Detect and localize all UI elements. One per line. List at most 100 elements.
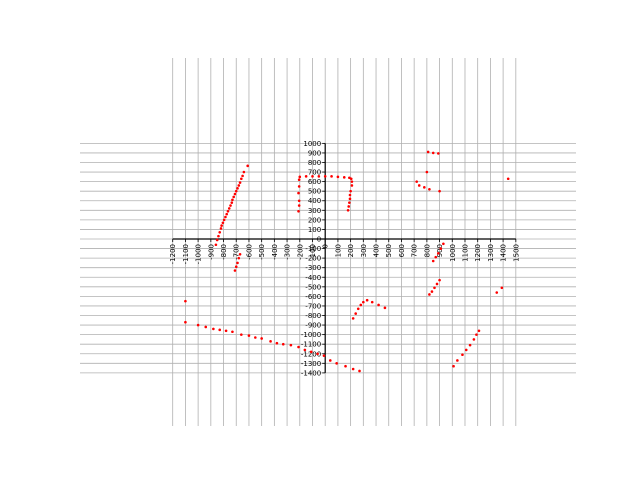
x-tick-label: 100 <box>334 244 342 257</box>
x-tick-label: -900 <box>207 244 215 260</box>
data-point <box>430 290 434 293</box>
data-point <box>303 348 307 352</box>
data-point <box>335 362 338 365</box>
data-point <box>464 348 468 352</box>
data-point <box>438 189 441 193</box>
data-point <box>218 231 222 234</box>
y-tick-label: -800 <box>305 312 321 320</box>
data-point <box>433 286 436 290</box>
data-point <box>240 333 243 336</box>
data-point <box>351 367 355 371</box>
y-tick-label: -1200 <box>301 350 321 358</box>
x-tick-label: 1500 <box>512 244 520 262</box>
x-tick-label: 1000 <box>449 244 457 262</box>
data-point <box>236 187 239 190</box>
data-point <box>442 242 445 246</box>
data-point <box>344 364 347 368</box>
data-point <box>297 204 301 207</box>
data-point <box>425 170 429 174</box>
tick-labels: -1200 -1100 -1000 -900 -800 -700 -600 -500 -400-… <box>169 140 520 378</box>
x-tick-label: -700 <box>233 244 241 260</box>
data-point <box>435 282 439 286</box>
data-point <box>323 175 327 178</box>
y-tick-label: -100 <box>305 245 321 253</box>
y-tick-label: -1100 <box>301 341 321 349</box>
x-tick-label: 1400 <box>500 244 508 262</box>
data-point <box>184 320 187 324</box>
data-point <box>184 299 187 303</box>
data-point <box>234 265 238 269</box>
x-tick-label: -200 <box>296 244 304 260</box>
data-point <box>348 197 352 201</box>
data-point <box>238 181 242 184</box>
data-point <box>237 184 241 187</box>
data-point <box>247 334 251 337</box>
data-point <box>260 337 263 340</box>
data-point <box>423 186 426 189</box>
y-tick-label: -200 <box>305 255 321 263</box>
data-point <box>231 198 234 202</box>
data-point <box>309 350 313 354</box>
data-point <box>328 359 332 362</box>
data-point <box>417 184 421 187</box>
data-point <box>254 336 257 339</box>
data-point <box>212 327 215 331</box>
x-tick-label: 800 <box>423 244 431 257</box>
data-point <box>348 201 351 204</box>
data-point <box>232 195 236 199</box>
data-point <box>330 175 333 178</box>
data-point <box>437 152 440 155</box>
y-tick-label: 700 <box>308 169 321 177</box>
data-point <box>246 164 249 168</box>
data-point <box>215 238 219 242</box>
data-point <box>342 176 346 179</box>
data-point <box>220 224 223 227</box>
data-point <box>233 192 237 196</box>
data-point <box>472 338 476 341</box>
data-point <box>297 178 301 182</box>
y-tick-label: 200 <box>308 216 321 224</box>
x-tick-label: 1300 <box>487 244 495 262</box>
data-point <box>238 253 242 256</box>
data-point <box>348 193 352 197</box>
data-point <box>439 247 443 250</box>
data-point <box>506 177 510 181</box>
data-point <box>359 303 363 307</box>
data-point <box>370 300 374 304</box>
data-point <box>297 209 300 213</box>
data-point <box>322 354 326 357</box>
y-tick-label: 400 <box>308 197 321 205</box>
data-point <box>311 175 314 178</box>
data-point <box>426 150 430 154</box>
data-point <box>437 252 440 255</box>
x-tick-label: 0 <box>322 244 330 248</box>
y-tick-label: -500 <box>305 283 321 291</box>
data-point <box>225 212 229 216</box>
data-point <box>233 269 237 272</box>
data-point <box>351 317 355 320</box>
x-tick-label: -1200 <box>169 244 177 264</box>
axes <box>172 142 517 374</box>
data-point <box>350 180 354 183</box>
data-point <box>222 218 226 222</box>
y-tick-label: -1300 <box>301 360 321 368</box>
data-point <box>236 261 239 265</box>
data-point <box>349 177 353 181</box>
data-point <box>224 215 227 219</box>
data-point <box>297 345 300 349</box>
data-point <box>281 342 285 346</box>
data-point <box>227 207 231 210</box>
y-tick-label: 300 <box>308 207 321 215</box>
data-point <box>242 170 246 174</box>
data-point <box>347 205 351 208</box>
data-point <box>316 352 319 356</box>
data-point <box>219 227 223 230</box>
x-tick-label: 700 <box>411 244 419 257</box>
x-tick-label: -300 <box>284 244 292 260</box>
data-point <box>428 293 431 296</box>
y-tick-label: -600 <box>305 293 321 301</box>
data-point <box>304 175 308 178</box>
data-point <box>336 175 340 179</box>
data-point <box>452 364 455 368</box>
